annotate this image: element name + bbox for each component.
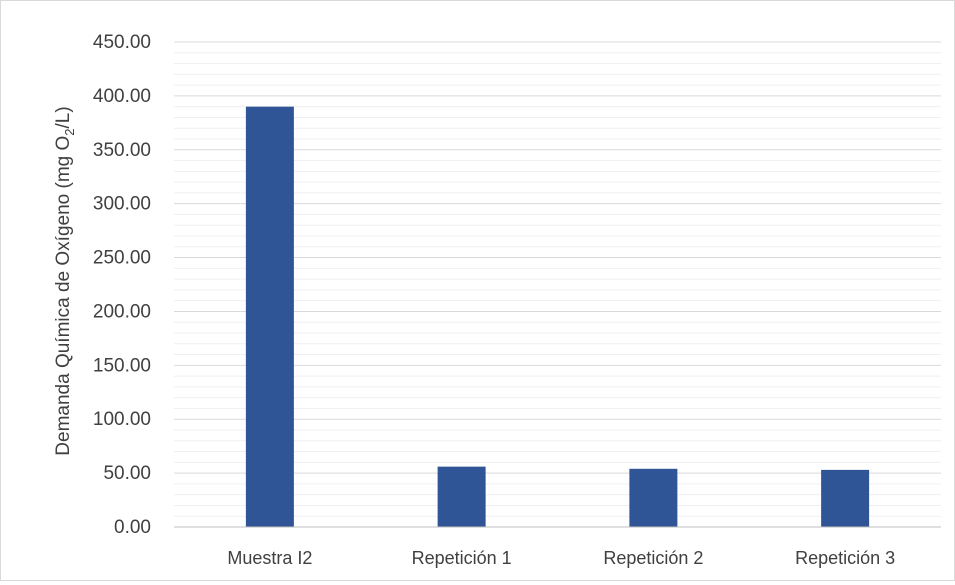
bar [437,466,486,527]
y-tick-label: 200.00 [93,301,151,322]
y-tick-label: 100.00 [93,409,151,430]
major-gridlines [174,41,941,474]
y-tick-label: 150.00 [93,355,151,376]
x-tick-label: Repetición 1 [412,548,512,568]
x-axis-tick-labels: Muestra I2 Repetición 1 Repetición 2 Repeti… [227,548,895,568]
bars [245,106,870,528]
bar [245,106,294,528]
minor-gridlines [174,52,941,517]
y-axis-label-tail: /L) [53,106,74,128]
y-tick-label: 300.00 [93,194,151,215]
y-axis-label-main: Demanda Química de Oxígeno (mg O [53,136,74,456]
y-axis-tick-labels: 0.00 50.00 100.00 150.00 200.00 250.00 300.00 3… [93,32,151,538]
x-tick-label: Muestra I2 [227,548,312,568]
bar [629,468,678,527]
y-tick-label: 250.00 [93,248,151,269]
y-axis-label: Demanda Química de Oxígeno (mg O2/L) [53,106,77,455]
y-tick-label: 350.00 [93,140,151,161]
y-tick-label: 450.00 [93,32,151,53]
y-axis-label-subscript: 2 [62,128,77,135]
y-tick-label: 50.00 [103,463,151,484]
y-tick-label: 400.00 [93,86,151,107]
x-tick-label: Repetición 3 [795,548,895,568]
bar [821,469,870,527]
x-tick-label: Repetición 2 [603,548,703,568]
y-tick-label: 0.00 [114,517,151,538]
